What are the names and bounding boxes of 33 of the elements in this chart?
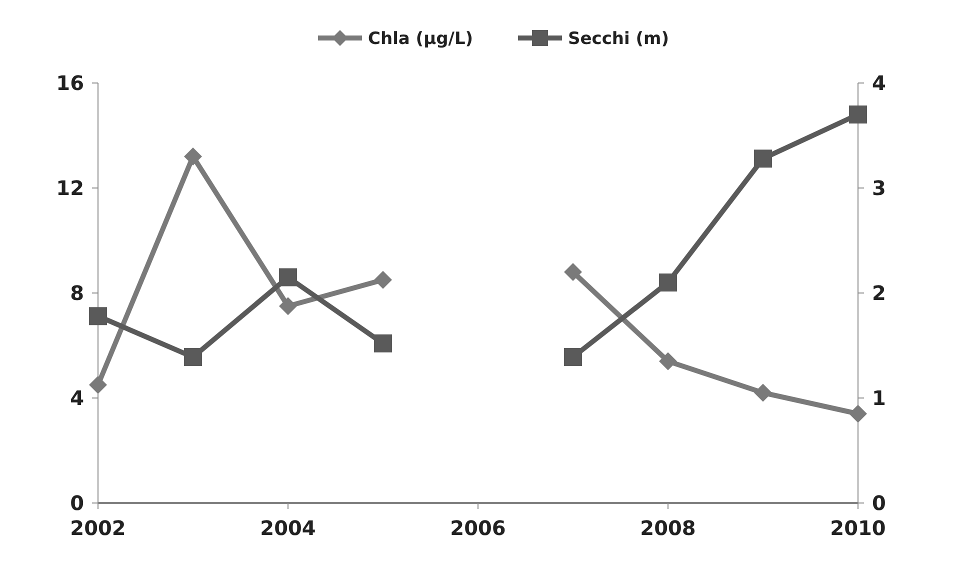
point: [659, 352, 677, 370]
point: [849, 106, 867, 124]
y-tick-label: 8: [70, 281, 84, 305]
point: [279, 297, 297, 316]
point: [184, 348, 202, 366]
x-tick-label: 2010: [830, 516, 886, 540]
x-tick-label: 2008: [640, 516, 696, 540]
point: [89, 376, 107, 394]
point: [849, 404, 867, 423]
x-tick-label: 2006: [450, 516, 506, 540]
y-tick-label: 4: [70, 386, 84, 410]
point: [564, 348, 582, 366]
y2-tick-label: 4: [872, 71, 886, 95]
point: [89, 307, 107, 326]
point: [374, 334, 392, 352]
point: [754, 384, 772, 402]
y-tick-label: 16: [56, 71, 84, 95]
y-tick-label: 12: [56, 176, 84, 200]
legend-label: Secchi (m): [568, 28, 670, 49]
y-tick-label: 0: [70, 491, 84, 515]
y2-tick-label: 2: [872, 281, 886, 305]
point: [754, 150, 772, 168]
x-tick-label: 2002: [70, 516, 126, 540]
x-tick-label: 2004: [260, 516, 316, 540]
y2-tick-label: 3: [872, 176, 886, 200]
y2-tick-label: 1: [872, 386, 886, 410]
legend-label: Chla (µg/L): [368, 28, 474, 49]
y2-tick-label: 0: [872, 491, 886, 515]
point: [279, 268, 297, 286]
point: [659, 274, 677, 292]
point: [374, 270, 392, 289]
point: [184, 148, 202, 166]
point: [564, 263, 582, 281]
